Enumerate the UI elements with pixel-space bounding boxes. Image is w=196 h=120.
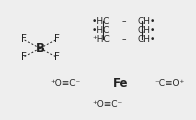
Text: –: – (122, 17, 126, 26)
Text: Fe: Fe (113, 77, 128, 90)
Text: CH•: CH• (138, 17, 156, 26)
Text: –: – (122, 35, 126, 44)
Text: ⁺HC: ⁺HC (93, 35, 110, 44)
Text: F: F (21, 34, 26, 45)
Text: CH•: CH• (138, 35, 156, 44)
Text: F: F (54, 52, 59, 62)
Text: ⁺O≡C⁻: ⁺O≡C⁻ (93, 100, 123, 109)
Text: •HC: •HC (92, 17, 110, 26)
Text: B: B (35, 42, 44, 55)
Text: F: F (54, 34, 59, 45)
Text: •HC: •HC (92, 26, 110, 35)
Text: F: F (21, 52, 26, 62)
Text: ⁻C≡O⁺: ⁻C≡O⁺ (154, 79, 185, 88)
Text: ⁺O≡C⁻: ⁺O≡C⁻ (50, 79, 80, 88)
Text: CH•: CH• (138, 26, 156, 35)
